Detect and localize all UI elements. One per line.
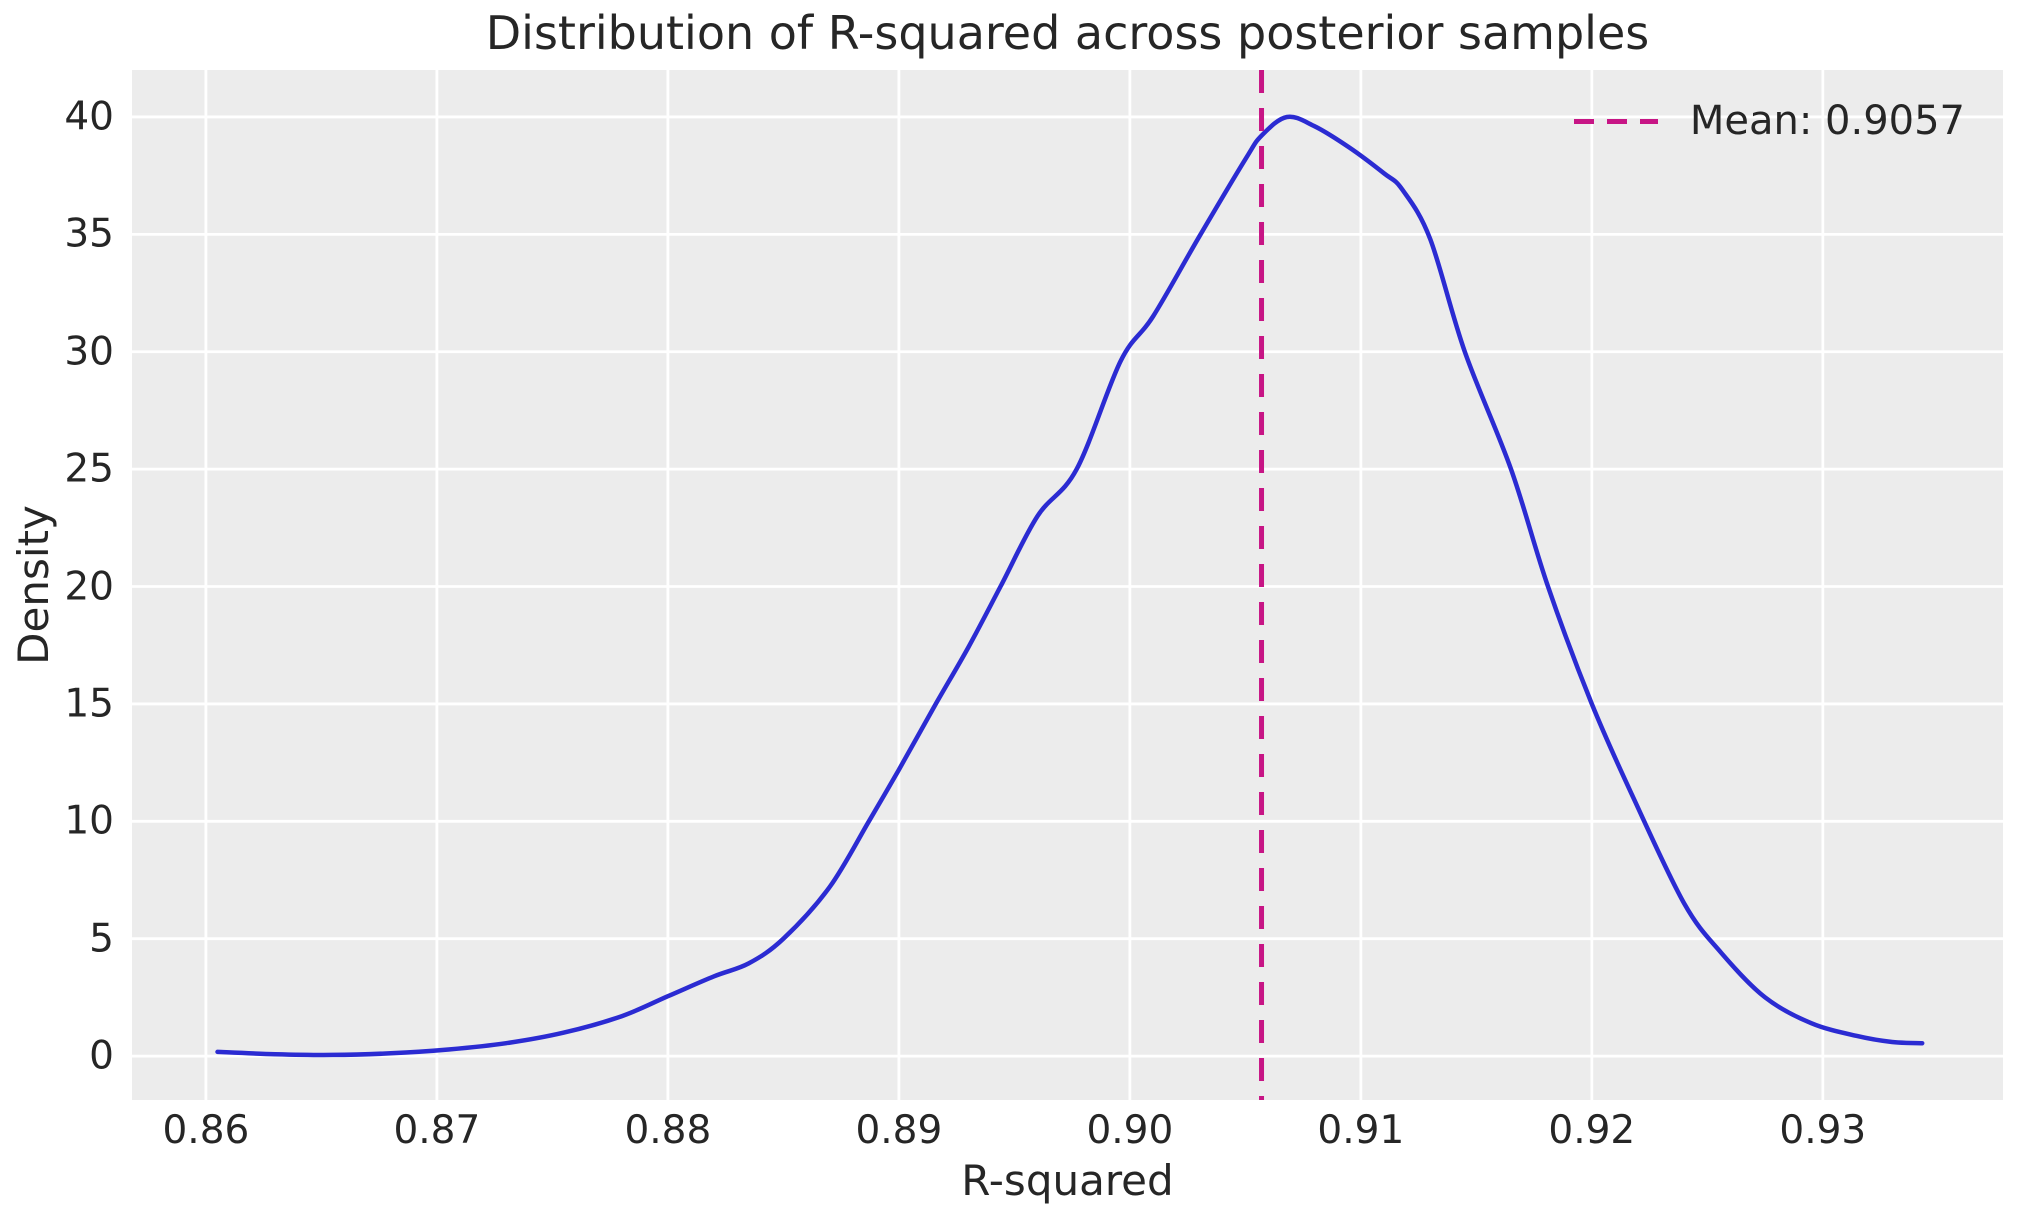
y-tick-label: 30	[64, 329, 114, 375]
x-tick-label: 0.91	[1317, 1108, 1405, 1153]
y-tick-label: 0	[89, 1033, 114, 1079]
y-axis-label: Density	[9, 505, 58, 665]
plot-background	[132, 70, 2003, 1100]
x-tick-label: 0.88	[624, 1108, 712, 1153]
y-tick-label: 5	[89, 916, 114, 962]
legend-label: Mean: 0.9057	[1689, 98, 1965, 144]
chart-title: Distribution of R-squared across posteri…	[485, 6, 1650, 60]
x-tick-label: 0.86	[162, 1108, 250, 1153]
x-tick-label: 0.92	[1548, 1108, 1636, 1153]
y-tick-label: 35	[64, 211, 114, 257]
y-tick-label: 15	[64, 681, 114, 727]
plot-area	[132, 70, 2003, 1100]
y-tick-label: 25	[64, 446, 114, 492]
y-tick-label: 40	[64, 94, 114, 140]
x-tick-label: 0.93	[1779, 1108, 1867, 1153]
kde-curve	[215, 114, 1925, 1058]
x-axis-label: R-squared	[961, 1156, 1174, 1205]
legend: Mean: 0.9057	[1573, 98, 1965, 144]
y-tick-label: 10	[64, 798, 114, 844]
x-tick-label: 0.89	[855, 1108, 943, 1153]
x-tick-label: 0.90	[1086, 1108, 1174, 1153]
y-tick-label: 20	[64, 564, 114, 610]
x-tick-label: 0.87	[393, 1108, 481, 1153]
legend-dashed-line-sample	[1573, 118, 1658, 124]
